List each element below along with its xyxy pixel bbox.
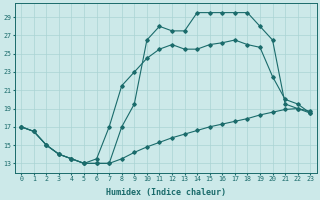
X-axis label: Humidex (Indice chaleur): Humidex (Indice chaleur): [106, 188, 226, 197]
